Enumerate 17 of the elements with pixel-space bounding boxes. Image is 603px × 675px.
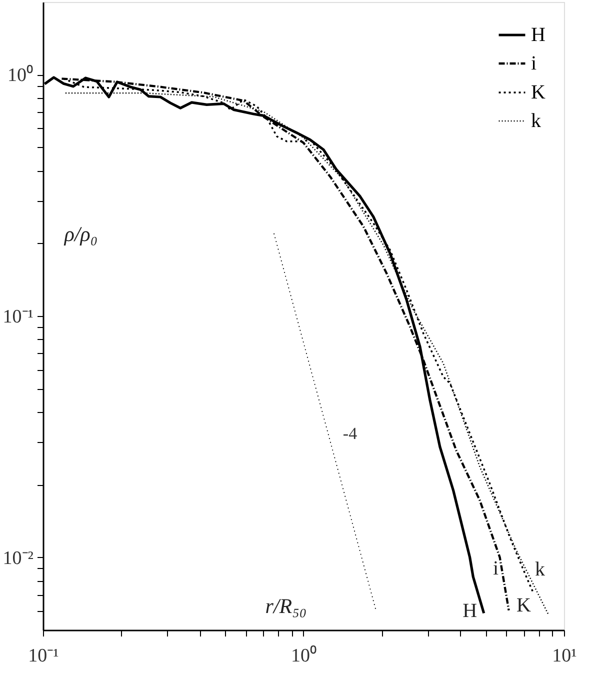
legend-label: i — [531, 52, 537, 74]
y-tick-label: 10⁻² — [2, 548, 34, 569]
x-tick-label: 10⁻¹ — [28, 646, 60, 666]
text: K — [516, 594, 531, 617]
annotation: -4 — [342, 424, 358, 443]
y-axis-title: ρ/ρ₀ — [63, 222, 98, 246]
y-tick-label: 10⁰ — [8, 64, 34, 86]
y-tick-label: 10⁻¹ — [2, 306, 34, 328]
x-axis-title: r/R₅₀ — [265, 594, 307, 618]
x-tick-label: 10⁰ — [291, 644, 317, 666]
legend-label: k — [531, 110, 541, 132]
x-tick-label: 10¹ — [552, 646, 578, 666]
legend-label: H — [531, 24, 546, 46]
text: i — [493, 557, 499, 580]
legend-label: K — [531, 82, 546, 104]
text: k — [534, 558, 545, 581]
text: H — [462, 600, 478, 622]
